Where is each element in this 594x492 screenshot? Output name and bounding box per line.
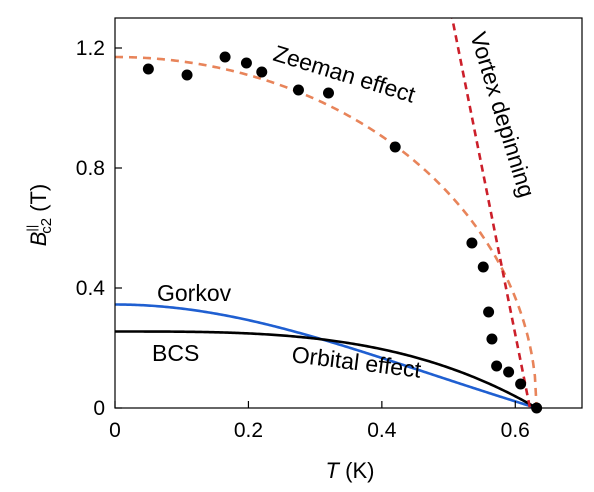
y-axis-label: B||c2 (T) bbox=[24, 184, 55, 247]
data-point bbox=[483, 306, 495, 318]
data-point bbox=[491, 360, 503, 372]
plot-frame bbox=[114, 17, 583, 409]
curve-bcs bbox=[115, 330, 538, 408]
data-point bbox=[181, 69, 193, 81]
data-point bbox=[486, 333, 498, 345]
annotation-bcs: BCS bbox=[152, 340, 199, 366]
curve-vortex bbox=[450, 18, 532, 408]
data-point bbox=[466, 237, 478, 249]
curve-zeeman bbox=[115, 55, 538, 408]
data-point bbox=[240, 57, 252, 69]
x-tick-label: 0.6 bbox=[501, 419, 530, 442]
x-tick-label: 0 bbox=[109, 419, 121, 442]
data-point bbox=[477, 261, 489, 273]
x-tick-label: 0.4 bbox=[367, 419, 397, 442]
data-point bbox=[142, 63, 154, 75]
annotation-orbital: Orbital effect bbox=[290, 341, 423, 383]
data-points-layer bbox=[142, 51, 543, 414]
y-tick-label: 0.4 bbox=[76, 277, 106, 300]
y-tick-label: 0 bbox=[93, 397, 105, 420]
x-tick-label: 0.2 bbox=[234, 419, 263, 442]
y-tick-label: 0.8 bbox=[76, 157, 105, 180]
data-point bbox=[256, 66, 268, 78]
x-axis-label: T (K) bbox=[326, 458, 375, 483]
annotation-vortex: Vortex depinning bbox=[465, 29, 540, 200]
y-tick-label: 1.2 bbox=[76, 37, 105, 60]
data-point bbox=[292, 84, 304, 96]
ticks-layer: 0 0.2 0.4 0.6 0 0.4 0.8 1.2 bbox=[76, 37, 530, 442]
annotation-zeeman: Zeeman effect bbox=[271, 40, 419, 108]
data-point bbox=[515, 378, 527, 390]
annotation-gorkov: Gorkov bbox=[157, 280, 232, 306]
data-point bbox=[503, 366, 515, 378]
data-point bbox=[219, 51, 231, 63]
curves-layer bbox=[115, 18, 538, 408]
data-point bbox=[322, 87, 334, 99]
data-point bbox=[389, 141, 401, 153]
